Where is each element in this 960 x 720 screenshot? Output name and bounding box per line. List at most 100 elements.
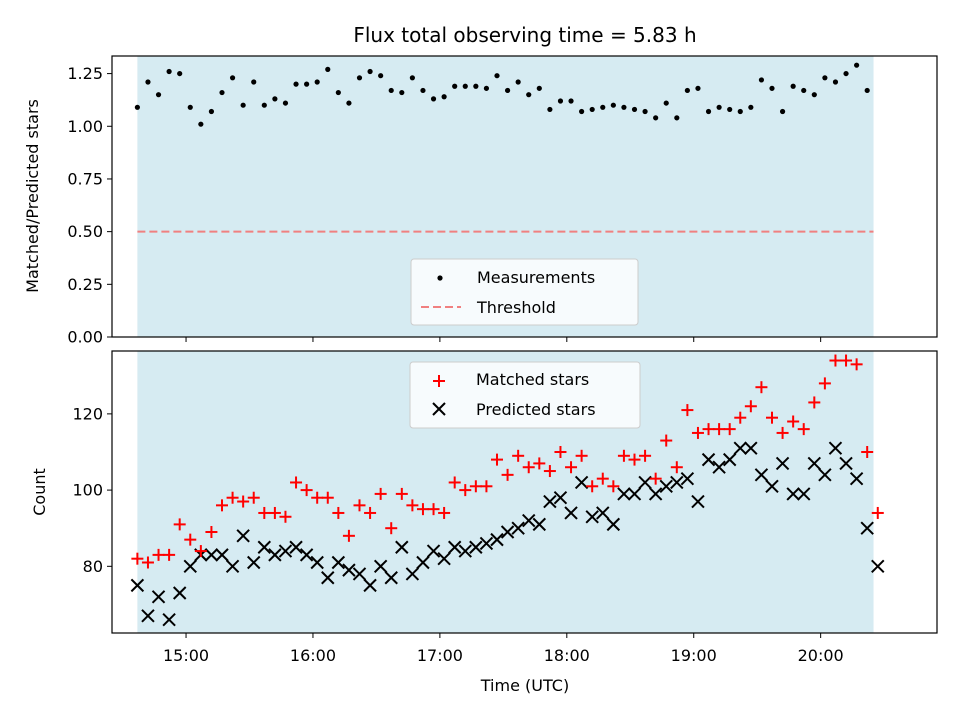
measurement-point [452, 83, 458, 89]
measurement-point [737, 108, 743, 115]
predicted-point [236, 529, 250, 543]
measurement-point [801, 87, 807, 94]
predicted-point [278, 544, 293, 558]
matched-point [586, 480, 599, 493]
matched-point [681, 404, 694, 417]
matched-point [744, 400, 757, 413]
y-tick-label: 0.75 [67, 169, 103, 188]
matched-point [374, 487, 387, 500]
bottom-panel-frame [111, 350, 938, 634]
measurement-point [854, 62, 860, 68]
matched-point [766, 411, 778, 424]
measurement-point [430, 96, 437, 102]
measurement-point [663, 100, 669, 106]
top-panel: Flux total observing time = 5.83 h 0.000… [23, 23, 938, 347]
matched-point [438, 506, 451, 519]
predicted-point [447, 540, 462, 554]
matched-point [311, 491, 324, 504]
bottom-y-axis-label: Count [30, 468, 49, 516]
predicted-point [701, 452, 716, 467]
matched-point [469, 480, 482, 493]
matched-point [522, 461, 535, 474]
y-tick-label: 80 [83, 557, 103, 576]
matched-point [639, 449, 652, 462]
predicted-point [532, 517, 547, 532]
measurement-point [832, 79, 839, 85]
measurement-point [145, 79, 151, 85]
predicted-point [585, 510, 599, 524]
predicted-point [373, 559, 388, 574]
measurement-point [769, 85, 775, 91]
predicted-point [130, 578, 145, 593]
matched-point [491, 453, 503, 466]
top-legend: Measurements Threshold [410, 258, 639, 326]
x-tick-label: 19:00 [671, 646, 717, 665]
measurement-point [219, 89, 225, 96]
matched-point [353, 499, 366, 512]
predicted-point [395, 540, 409, 554]
top-panel-frame [111, 55, 938, 338]
measurement-point [335, 89, 341, 96]
x-tick-label: 20:00 [798, 646, 844, 665]
matched-point [871, 506, 884, 519]
measurement-point [684, 87, 690, 94]
matched-point [575, 449, 588, 462]
matched-point [459, 484, 472, 497]
bottom-y-ticks: 80 100 120 [72, 404, 112, 576]
predicted-point [543, 494, 557, 509]
predicted-point [775, 456, 790, 471]
predicted-point [172, 586, 187, 600]
matched-point [776, 426, 789, 439]
matched-point [364, 506, 377, 519]
predicted-point [500, 525, 515, 539]
matched-point [152, 548, 165, 561]
measurement-point [483, 85, 490, 91]
matched-point [660, 434, 673, 447]
predicted-point [458, 544, 472, 558]
predicted-point [247, 555, 261, 570]
matched-point [268, 506, 281, 519]
measurement-point [155, 92, 162, 98]
predicted-point [617, 487, 631, 501]
top-y-ticks: 0.00 0.25 0.50 0.75 1.00 1.25 [67, 64, 112, 347]
top-y-axis-label: Matched/Predicted stars [23, 99, 42, 293]
predicted-point [670, 475, 684, 490]
matched-point [840, 354, 853, 367]
matched-point [395, 487, 408, 500]
matched-point [797, 423, 810, 436]
predicted-point [564, 506, 578, 520]
matched-point [818, 377, 831, 390]
predicted-point [627, 487, 642, 501]
matched-point [448, 476, 461, 489]
measurement-point [779, 108, 786, 115]
matched-point [258, 506, 271, 519]
predicted-point [268, 548, 282, 562]
matched-point [173, 518, 186, 531]
measurement-point [579, 108, 585, 115]
predicted-point [426, 544, 441, 558]
measurement-point [631, 106, 638, 113]
measurement-point [748, 104, 754, 110]
predicted-point [215, 548, 229, 562]
measurement-point [758, 77, 765, 83]
matched-point [734, 411, 747, 424]
matched-point [554, 445, 567, 458]
matched-point [713, 423, 726, 436]
y-tick-label: 1.25 [67, 64, 103, 83]
matched-point [141, 556, 154, 569]
measurement-point [293, 81, 299, 87]
predicted-point [691, 494, 705, 509]
chart-title: Flux total observing time = 5.83 h [353, 23, 696, 47]
predicted-point [797, 487, 811, 501]
matched-point [808, 396, 821, 409]
measurement-point [356, 75, 363, 81]
matched-point [501, 468, 514, 481]
measurement-point [378, 73, 384, 79]
predicted-point [712, 460, 726, 474]
measurement-point [346, 100, 352, 106]
measurement-point [229, 75, 236, 81]
matched-point [596, 472, 609, 485]
matched-point [850, 358, 863, 371]
